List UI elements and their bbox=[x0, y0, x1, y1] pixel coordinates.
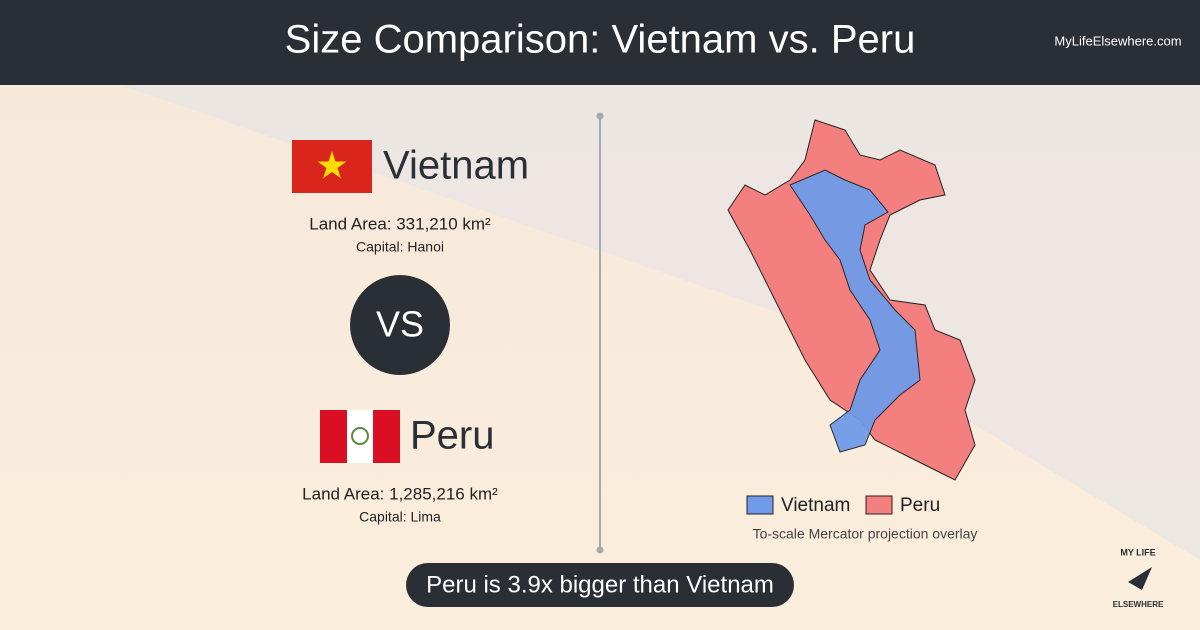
divider-end bbox=[596, 546, 604, 554]
legend-label: Vietnam bbox=[781, 495, 850, 516]
title: Size Comparison: Vietnam vs. Peru bbox=[285, 18, 916, 62]
header-bar bbox=[0, 0, 1200, 85]
flag-emblem bbox=[351, 427, 369, 445]
country-name: Peru bbox=[410, 414, 495, 458]
flag-stripe bbox=[320, 410, 347, 463]
divider-end bbox=[596, 112, 604, 120]
legend-swatch bbox=[865, 495, 893, 515]
logo-plane bbox=[1128, 567, 1152, 590]
capital: Capital: Hanoi bbox=[356, 239, 444, 255]
legend-swatch bbox=[746, 495, 774, 515]
diagonal-band bbox=[120, 85, 1200, 560]
logo-text: ELSEWHERE bbox=[1113, 600, 1164, 609]
capital: Capital: Lima bbox=[359, 509, 441, 525]
peru-shape bbox=[727, 119, 976, 481]
vs-badge bbox=[350, 275, 450, 375]
summary-pill bbox=[406, 563, 794, 607]
land-area: Land Area: 1,285,216 km² bbox=[302, 484, 498, 503]
map-note: To-scale Mercator projection overlay bbox=[753, 526, 978, 542]
land-area: Land Area: 331,210 km² bbox=[309, 214, 491, 233]
vs-text: VS bbox=[376, 304, 424, 345]
country-name: Vietnam bbox=[383, 144, 529, 188]
summary: Peru is 3.9x bigger than Vietnam bbox=[426, 571, 774, 598]
logo-text: MY LIFE bbox=[1120, 547, 1155, 557]
vietnam-shape bbox=[789, 169, 921, 453]
legend-label: Peru bbox=[900, 495, 940, 516]
site-name: MyLifeElsewhere.com bbox=[1054, 33, 1181, 48]
flag-stripe bbox=[373, 410, 400, 463]
flag-star bbox=[317, 151, 347, 179]
